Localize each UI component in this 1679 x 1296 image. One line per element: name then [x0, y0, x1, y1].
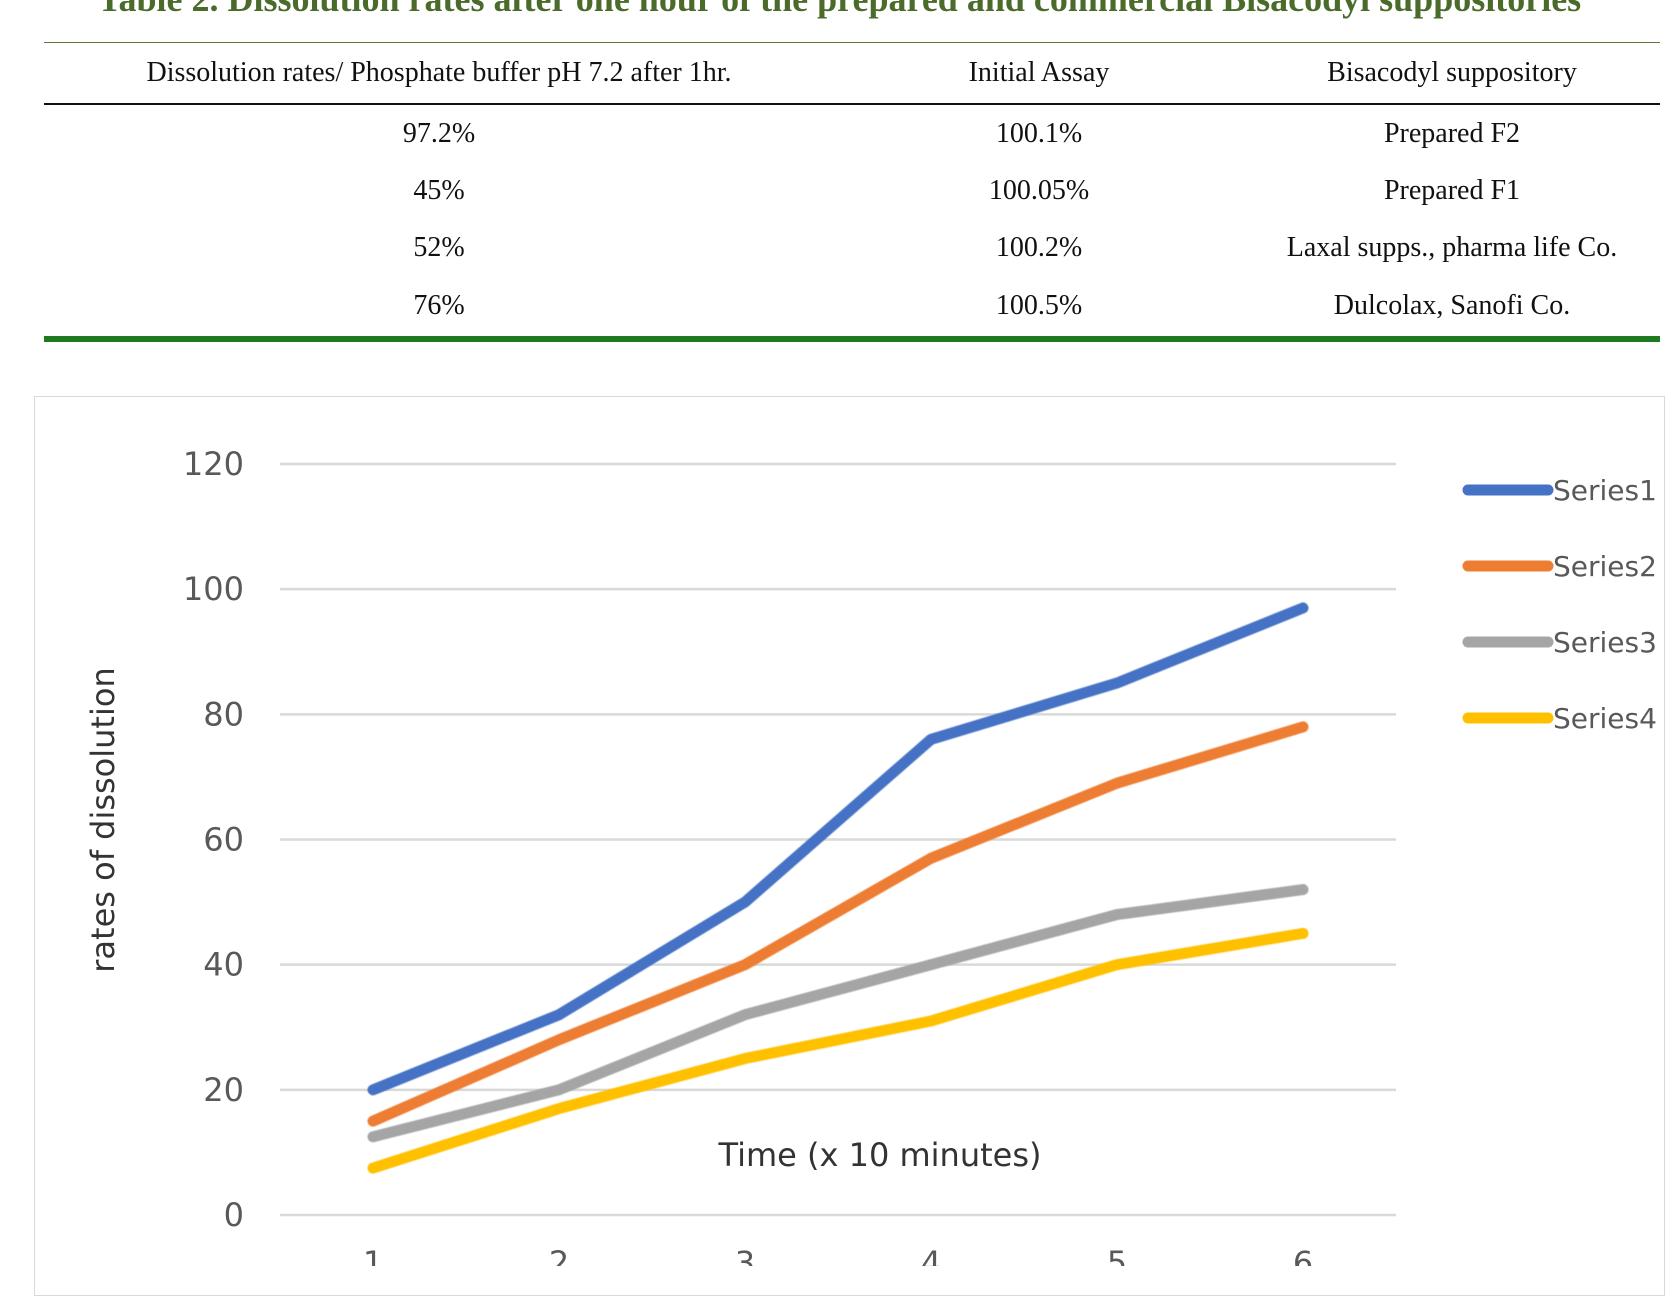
y-tick-label: 80 [203, 695, 244, 733]
y-tick-label: 120 [183, 445, 244, 483]
x-tick-label: 2 [549, 1244, 569, 1266]
x-tick-label: 5 [1107, 1244, 1127, 1266]
series-line-series2 [373, 727, 1303, 1121]
dissolution-line-chart: 0 20 40 60 80 100 120 1 2 3 4 5 6 Series1 Series2 Ser… [0, 0, 1679, 1266]
legend-label-series1: Series1 [1553, 474, 1657, 507]
series-line-series3 [373, 890, 1303, 1137]
y-tick-label: 40 [203, 946, 244, 984]
series-line-series1 [373, 608, 1303, 1090]
y-axis-title: rates of dissolution [84, 667, 122, 972]
x-tick-label: 4 [921, 1244, 941, 1266]
x-tick-label: 6 [1293, 1244, 1313, 1266]
y-tick-label: 20 [203, 1071, 244, 1109]
legend-label-series2: Series2 [1553, 550, 1657, 583]
legend-label-series3: Series3 [1553, 626, 1657, 659]
y-tick-label: 0 [224, 1196, 244, 1234]
series-line-series4 [373, 933, 1303, 1168]
x-tick-label: 3 [735, 1244, 755, 1266]
y-tick-label: 60 [203, 821, 244, 859]
x-tick-label: 1 [363, 1244, 383, 1266]
y-tick-label: 100 [183, 570, 244, 608]
legend-label-series4: Series4 [1553, 702, 1657, 735]
x-axis-title: Time (x 10 minutes) [718, 1136, 1042, 1174]
